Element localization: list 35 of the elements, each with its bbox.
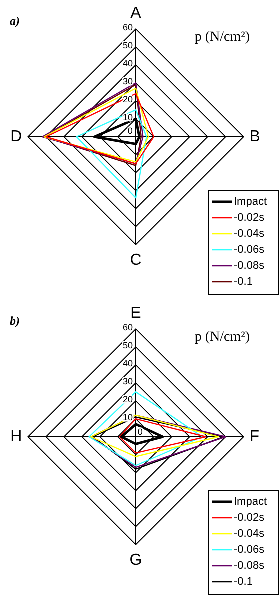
y-tick-label: 30 — [122, 376, 134, 387]
legend-label: -0.08s — [234, 560, 266, 572]
spoke-label: H — [10, 428, 22, 446]
spoke-label: A — [130, 5, 142, 22]
spoke-label: D — [10, 128, 22, 146]
legend-label: -0.08s — [234, 260, 266, 272]
y-tick-label: 50 — [122, 340, 134, 351]
legend-label: -0.02s — [234, 512, 266, 524]
y-tick-label: 40 — [122, 58, 134, 69]
spoke-label: B — [250, 128, 260, 146]
y-tick-label: 40 — [122, 358, 134, 369]
legend-label: -0.1 — [234, 276, 253, 288]
y-tick-label: 50 — [122, 40, 134, 51]
legend-label: -0.1 — [234, 576, 253, 588]
legend-label: -0.02s — [234, 212, 266, 224]
spoke-label: G — [130, 552, 142, 569]
legend-label: -0.04s — [234, 228, 266, 240]
spoke-label: F — [250, 428, 260, 446]
legend-label: Impact — [234, 496, 268, 508]
legend-label: -0.04s — [234, 528, 266, 540]
legend-label: Impact — [234, 196, 268, 208]
text: p (N/cm²) — [194, 330, 250, 346]
y-tick-label: 0 — [138, 427, 143, 438]
y-tick-label: 60 — [122, 322, 134, 333]
text: p (N/cm²) — [194, 30, 250, 46]
y-tick-label: 0 — [128, 126, 133, 136]
spoke-label: C — [130, 252, 142, 269]
y-tick-label: 30 — [122, 76, 134, 87]
text: b) — [10, 314, 20, 329]
text: a) — [10, 14, 20, 29]
spoke-label: E — [130, 305, 142, 322]
legend-label: -0.06s — [234, 244, 266, 256]
y-tick-label: 10 — [122, 112, 134, 123]
y-tick-label: 60 — [122, 22, 134, 33]
legend-label: -0.06s — [234, 544, 266, 556]
